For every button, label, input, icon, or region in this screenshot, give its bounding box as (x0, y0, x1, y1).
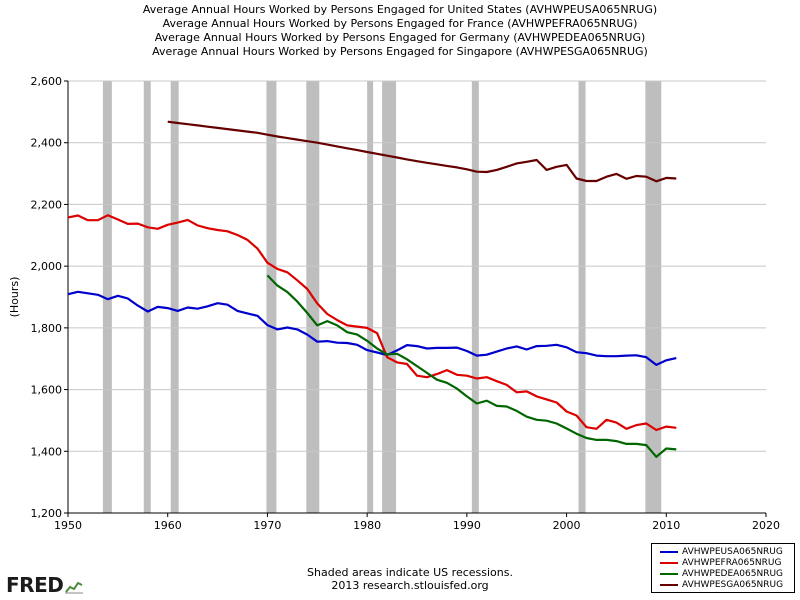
y-tick-label: 2,000 (31, 260, 63, 273)
source-credit: 2013 research.stlouisfed.org (331, 579, 489, 592)
y-tick-label: 2,200 (31, 198, 63, 211)
series-line (67, 214, 677, 432)
recession-band (471, 81, 479, 513)
chart-footer: Shaded areas indicate US recessions. 201… (200, 566, 620, 592)
fred-logo: FRED (6, 573, 84, 597)
sparkline-icon (65, 581, 84, 593)
y-tick-label: 1,200 (31, 507, 63, 520)
recession-band (578, 81, 586, 513)
y-tick-label: 2,400 (31, 137, 63, 150)
recession-note: Shaded areas indicate US recessions. (307, 566, 513, 579)
y-axis-label: (Hours) (8, 277, 21, 318)
chart-title-germany: Average Annual Hours Worked by Persons E… (154, 31, 646, 44)
recession-band (367, 81, 374, 513)
x-tick-label: 1950 (54, 519, 82, 532)
chart-title-singapore: Average Annual Hours Worked by Persons E… (152, 45, 648, 58)
y-tick-label: 1,400 (31, 445, 63, 458)
recession-band (170, 81, 179, 513)
recession-band (382, 81, 397, 513)
legend-label: AVHWPESGA065NRUG (682, 580, 784, 590)
x-tick-label: 2010 (652, 519, 680, 532)
chart-titles: Average Annual Hours Worked by Persons E… (0, 3, 800, 59)
x-tick-label: 1970 (253, 519, 281, 532)
fred-logo-text: FRED (6, 573, 64, 597)
legend-swatch (660, 572, 678, 575)
recession-band (143, 81, 151, 513)
x-tick-label: 1990 (453, 519, 481, 532)
recession-band (645, 81, 662, 513)
y-tick-label: 1,600 (31, 384, 63, 397)
recession-band (102, 81, 112, 513)
legend-swatch (660, 583, 678, 586)
legend-swatch (660, 550, 678, 553)
recession-band (266, 81, 277, 513)
legend-item: AVHWPEDEA065NRUG (660, 569, 794, 580)
chart-title-france: Average Annual Hours Worked by Persons E… (162, 17, 638, 30)
legend-label: AVHWPEFRA065NRUG (682, 558, 782, 568)
legend-swatch (660, 561, 678, 564)
series-line (67, 290, 677, 366)
legend-label: AVHWPEDEA065NRUG (682, 569, 784, 579)
x-tick-label: 1960 (154, 519, 182, 532)
legend-label: AVHWPEUSA065NRUG (682, 547, 783, 557)
legend-item: AVHWPEFRA065NRUG (660, 558, 794, 569)
legend-item: AVHWPEUSA065NRUG (660, 547, 794, 558)
series-line (266, 274, 677, 458)
chart-legend: AVHWPEUSA065NRUG AVHWPEFRA065NRUG AVHWPEDE… (651, 543, 795, 593)
y-tick-label: 2,600 (31, 75, 63, 88)
chart-title-usa: Average Annual Hours Worked by Persons E… (142, 3, 658, 16)
legend-item: AVHWPESGA065NRUG (660, 580, 794, 591)
series-line (167, 120, 677, 183)
y-tick-label: 1,800 (31, 322, 63, 335)
x-tick-label: 2020 (752, 519, 780, 532)
x-tick-label: 1980 (353, 519, 381, 532)
x-tick-label: 2000 (553, 519, 581, 532)
